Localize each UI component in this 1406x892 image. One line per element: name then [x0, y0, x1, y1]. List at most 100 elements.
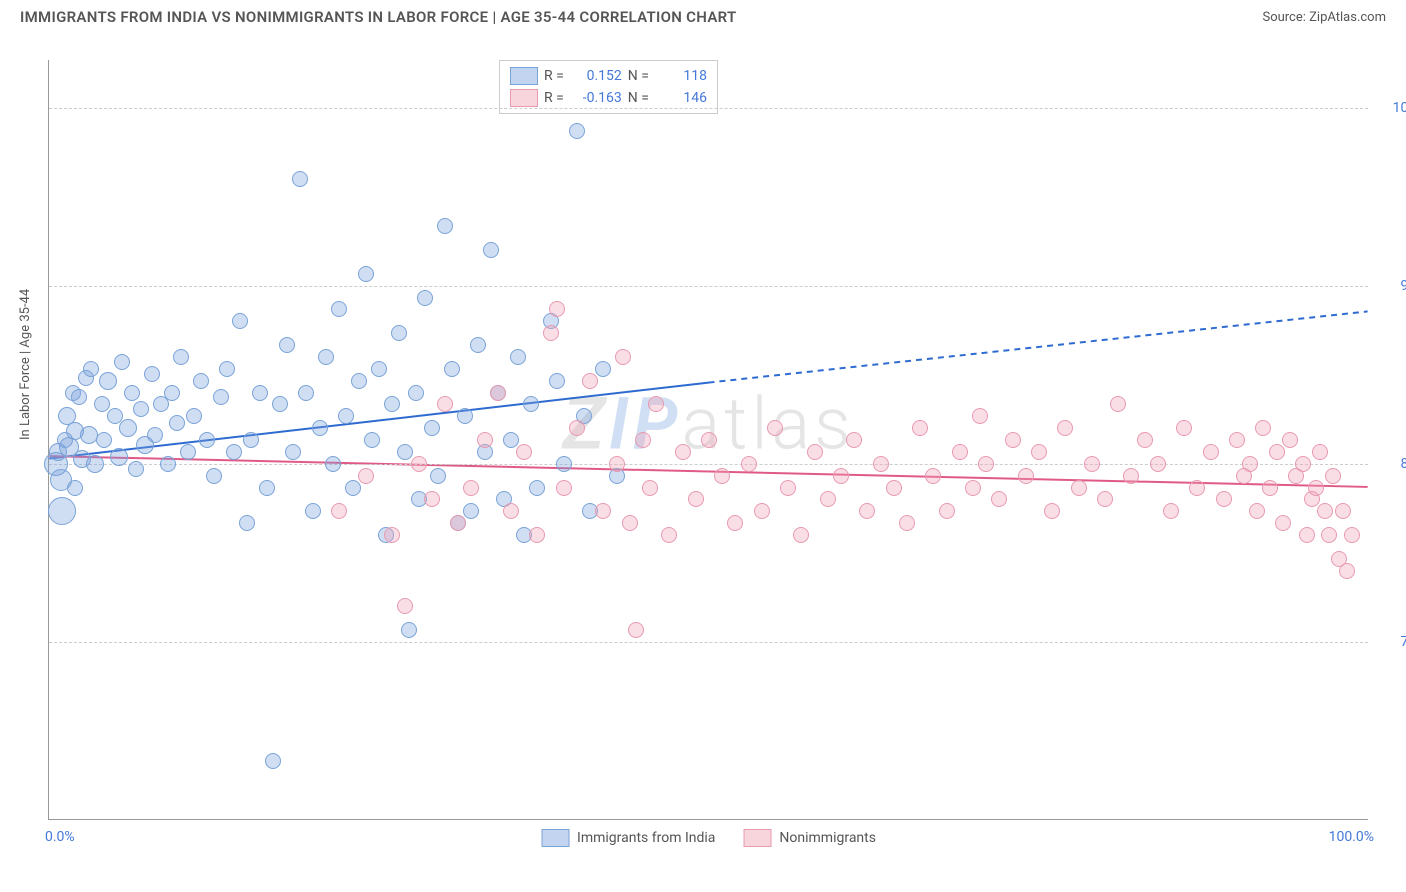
- data-point: [661, 527, 677, 543]
- legend-stats: R = 0.152 N = 118 R = -0.163 N = 146: [499, 60, 718, 114]
- data-point: [94, 396, 110, 412]
- data-point: [859, 503, 875, 519]
- data-point: [463, 480, 479, 496]
- data-point: [1242, 456, 1258, 472]
- data-point: [582, 373, 598, 389]
- data-point: [886, 480, 902, 496]
- data-point: [642, 480, 658, 496]
- data-point: [490, 385, 506, 401]
- data-point: [358, 266, 374, 282]
- data-point: [1150, 456, 1166, 472]
- data-point: [615, 349, 631, 365]
- data-point: [331, 301, 347, 317]
- data-point: [470, 337, 486, 353]
- data-point: [1255, 420, 1271, 436]
- data-point: [807, 444, 823, 460]
- data-point: [325, 456, 341, 472]
- data-point: [371, 361, 387, 377]
- data-point: [820, 491, 836, 507]
- data-point: [239, 515, 255, 531]
- data-point: [714, 468, 730, 484]
- data-point: [483, 242, 499, 258]
- data-point: [899, 515, 915, 531]
- data-point: [186, 408, 202, 424]
- n-value: 118: [655, 68, 707, 84]
- data-point: [609, 456, 625, 472]
- data-point: [437, 396, 453, 412]
- data-point: [556, 456, 572, 472]
- legend-stats-row: R = -0.163 N = 146: [510, 87, 707, 109]
- data-point: [1097, 491, 1113, 507]
- data-point: [199, 432, 215, 448]
- data-point: [391, 325, 407, 341]
- data-point: [110, 448, 128, 466]
- data-point: [338, 408, 354, 424]
- data-point: [169, 415, 185, 431]
- data-point: [48, 497, 76, 525]
- data-point: [1176, 420, 1192, 436]
- data-point: [939, 503, 955, 519]
- n-value: 146: [655, 90, 707, 106]
- legend-item: Nonimmigrants: [743, 829, 876, 847]
- data-point: [1189, 480, 1205, 496]
- data-point: [1057, 420, 1073, 436]
- data-point: [144, 366, 160, 382]
- data-point: [1312, 444, 1328, 460]
- data-point: [952, 444, 968, 460]
- data-point: [384, 527, 400, 543]
- data-point: [529, 527, 545, 543]
- data-point: [358, 468, 374, 484]
- data-point: [401, 622, 417, 638]
- data-point: [96, 432, 112, 448]
- data-point: [793, 527, 809, 543]
- legend-swatch: [510, 67, 538, 85]
- data-point: [99, 372, 117, 390]
- data-point: [1229, 432, 1245, 448]
- data-point: [569, 123, 585, 139]
- data-point: [1203, 444, 1219, 460]
- data-point: [1275, 515, 1291, 531]
- data-point: [259, 480, 275, 496]
- r-value: -0.163: [570, 90, 622, 106]
- data-point: [119, 419, 137, 437]
- data-point: [86, 455, 104, 473]
- data-point: [384, 396, 400, 412]
- chart-title: IMMIGRANTS FROM INDIA VS NONIMMIGRANTS I…: [20, 8, 737, 26]
- data-point: [128, 461, 144, 477]
- data-point: [397, 444, 413, 460]
- data-point: [1044, 503, 1060, 519]
- data-point: [873, 456, 889, 472]
- data-point: [417, 290, 433, 306]
- data-point: [1282, 432, 1298, 448]
- data-point: [1317, 503, 1333, 519]
- data-point: [833, 468, 849, 484]
- data-point: [457, 408, 473, 424]
- data-point: [1005, 432, 1021, 448]
- data-point: [206, 468, 222, 484]
- data-point: [701, 432, 717, 448]
- data-point: [754, 503, 770, 519]
- data-point: [741, 456, 757, 472]
- data-point: [1269, 444, 1285, 460]
- legend-series: Immigrants from India Nonimmigrants: [541, 829, 876, 847]
- data-point: [408, 385, 424, 401]
- data-point: [529, 480, 545, 496]
- data-point: [1262, 480, 1278, 496]
- data-point: [648, 396, 664, 412]
- data-point: [595, 503, 611, 519]
- data-point: [1216, 491, 1232, 507]
- data-point: [312, 420, 328, 436]
- ytick-label: 92.5%: [1378, 278, 1406, 294]
- legend-swatch: [510, 89, 538, 107]
- data-point: [780, 480, 796, 496]
- data-point: [1137, 432, 1153, 448]
- data-point: [1321, 527, 1337, 543]
- data-point: [265, 753, 281, 769]
- data-point: [628, 622, 644, 638]
- data-point: [1123, 468, 1139, 484]
- data-point: [978, 456, 994, 472]
- data-point: [549, 373, 565, 389]
- data-point: [285, 444, 301, 460]
- data-point: [279, 337, 295, 353]
- scatter-plot: ZIPatlas R = 0.152 N = 118 R = -0.163 N …: [48, 60, 1368, 820]
